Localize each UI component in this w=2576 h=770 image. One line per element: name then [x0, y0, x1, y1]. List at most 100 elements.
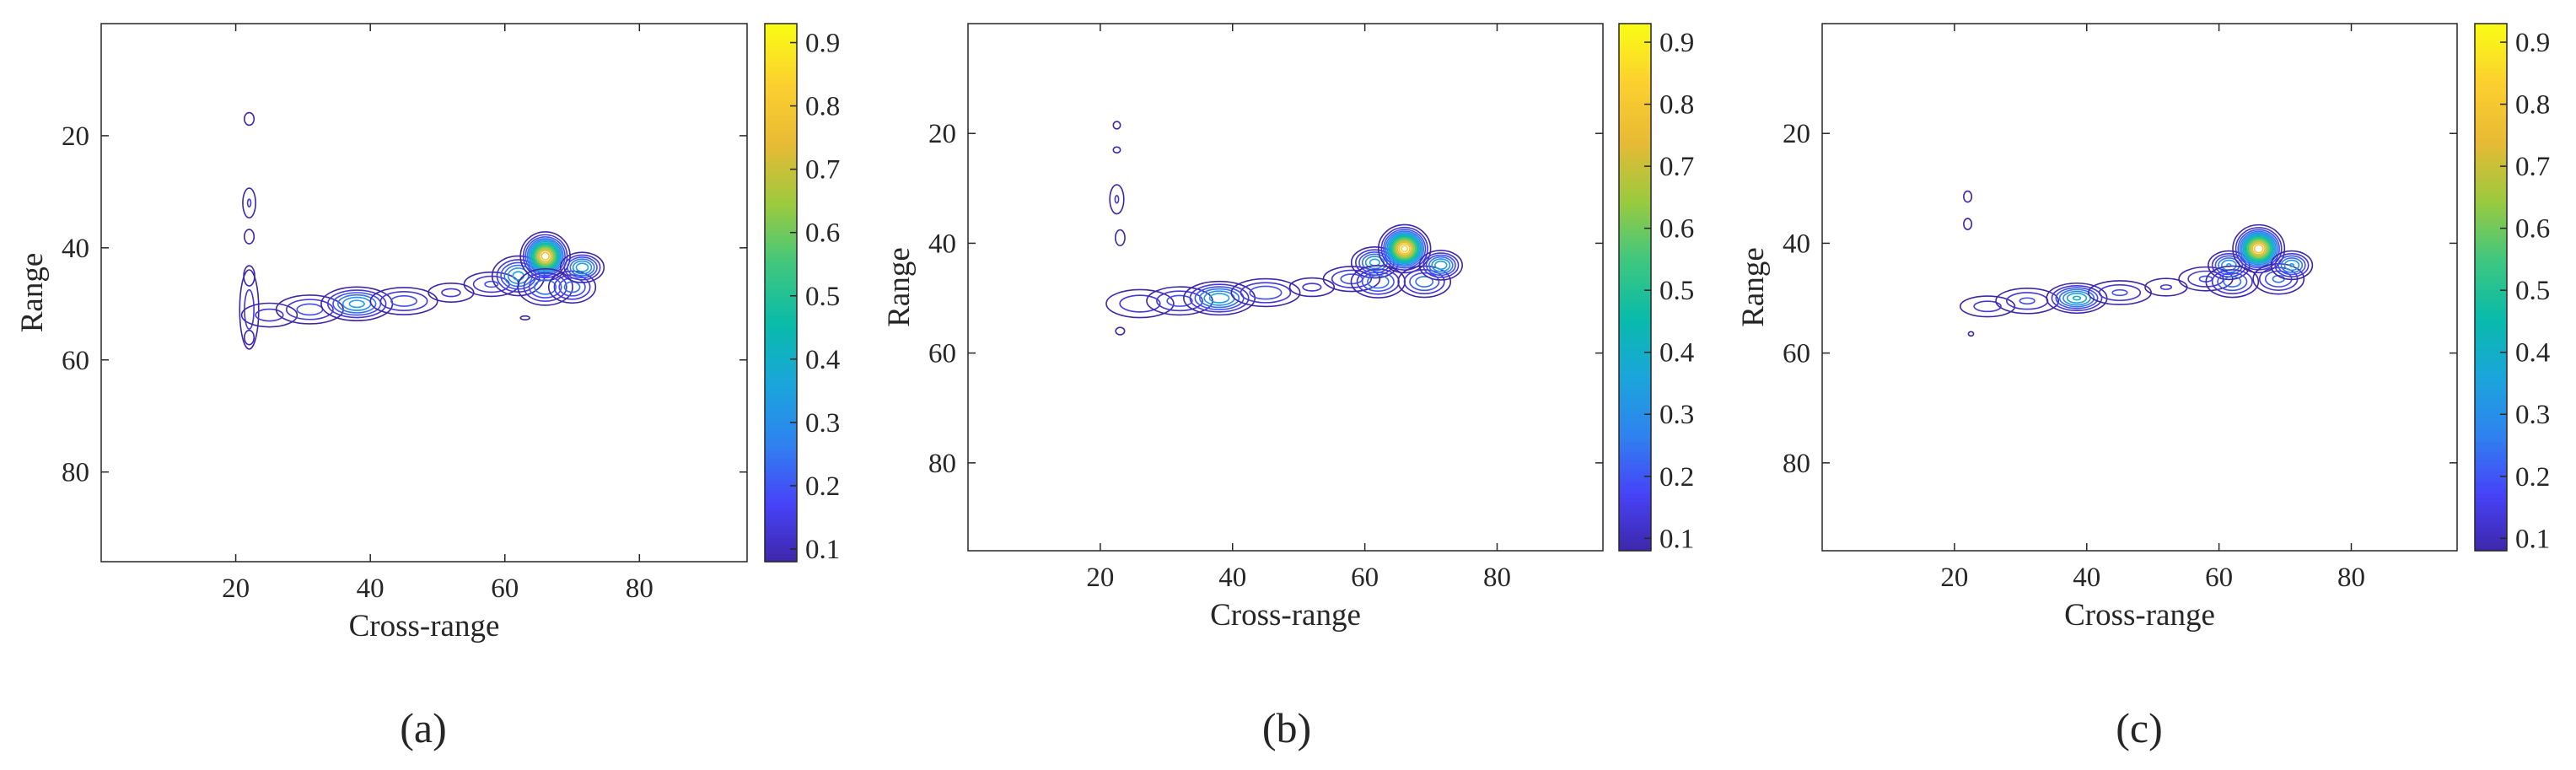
colorbar-segment	[1619, 110, 1651, 115]
contour-line	[2270, 250, 2314, 281]
colorbar-segment	[765, 388, 797, 394]
colorbar-segment	[1619, 320, 1651, 326]
colorbar-segment	[1619, 174, 1651, 179]
panel-label: (a)	[400, 704, 447, 751]
colorbar-segment	[765, 54, 797, 59]
contour-line	[348, 299, 365, 309]
colorbar-segment	[765, 335, 797, 340]
contour-line	[1995, 287, 2060, 315]
contour-line	[2237, 229, 2280, 269]
colorbar-segment	[2475, 223, 2507, 228]
colorbar-segment	[2475, 181, 2507, 186]
contour-line	[1383, 229, 1427, 269]
colorbar-segment	[1619, 287, 1651, 292]
contour-line	[2211, 269, 2253, 294]
colorbar-segment	[1619, 279, 1651, 284]
contour-line	[1385, 230, 1425, 267]
y-tick-label: 60	[1783, 339, 1810, 369]
contour-line	[1105, 288, 1175, 319]
colorbar-segment	[1619, 219, 1651, 224]
colorbar-segment	[2475, 418, 2507, 423]
x-axis-label: Cross-range	[1210, 598, 1361, 633]
contour-line	[2159, 284, 2173, 290]
contour-line	[1183, 280, 1256, 316]
colorbar-segment	[2475, 423, 2507, 428]
colorbar-segment	[765, 503, 797, 509]
contour-line	[526, 238, 564, 275]
contour-line	[530, 242, 560, 271]
contour-line	[1434, 260, 1448, 271]
colorbar-segment	[1619, 132, 1651, 137]
panel-b: 20 40 60 8020406080Cross-rangeRange0.10.20.…	[882, 23, 1694, 751]
contour-line	[534, 279, 557, 295]
contour-line	[1973, 300, 2002, 313]
contour-line	[1396, 241, 1412, 256]
colorbar-segment	[2475, 407, 2507, 412]
colorbar-segment	[1619, 441, 1651, 446]
colorbar-segment	[765, 546, 797, 551]
colorbar-segment	[765, 323, 797, 328]
colorbar-segment	[1619, 377, 1651, 382]
colorbar-segment	[765, 350, 797, 355]
colorbar-segment	[1619, 340, 1651, 345]
colorbar-segment	[1619, 151, 1651, 156]
colorbar-tick-label: 0.7	[1659, 152, 1694, 182]
colorbar-segment	[765, 331, 797, 336]
contour-line	[1156, 290, 1203, 312]
colorbar-segment	[1619, 325, 1651, 330]
colorbar-segment	[2475, 79, 2507, 85]
colorbar-segment	[765, 261, 797, 267]
colorbar-segment	[1619, 148, 1651, 153]
colorbar-segment	[1619, 351, 1651, 356]
contour-line	[2239, 230, 2278, 267]
colorbar-segment	[2475, 325, 2507, 330]
colorbar-segment	[765, 73, 797, 78]
contour-line	[2098, 283, 2142, 302]
colorbar-tick-label: 0.1	[805, 535, 840, 565]
contour-line	[2072, 295, 2082, 301]
colorbar-segment	[2475, 336, 2507, 341]
colorbar-segment	[1619, 253, 1651, 258]
contour-line	[2205, 265, 2260, 299]
y-tick-label: 80	[1783, 449, 1810, 479]
x-axis-label: Cross-range	[349, 609, 500, 643]
colorbar-segment	[1619, 347, 1651, 352]
colorbar-segment	[2475, 143, 2507, 148]
x-tick-label: 80	[626, 573, 653, 604]
colorbar-segment	[765, 396, 797, 401]
colorbar-segment	[765, 89, 797, 94]
colorbar-segment	[765, 266, 797, 271]
contour-line	[1389, 234, 1420, 263]
colorbar-segment	[765, 69, 797, 74]
contour-line	[2240, 232, 2277, 266]
x-tick-label: 40	[1218, 563, 1246, 593]
contour-line	[1249, 285, 1283, 300]
colorbar-segment	[765, 488, 797, 493]
contour-line	[1166, 294, 1193, 307]
colorbar-segment	[1619, 234, 1651, 240]
colorbar-segment	[765, 165, 797, 170]
contour-line	[1963, 218, 1973, 230]
colorbar-segment	[2475, 174, 2507, 179]
contour-line	[1112, 146, 1121, 154]
contour-line	[1391, 236, 1417, 261]
colorbar-segment	[765, 415, 797, 420]
colorbar-segment	[2475, 276, 2507, 281]
contour-line	[1401, 245, 1409, 253]
colorbar-segment	[765, 108, 797, 113]
colorbar-segment	[765, 446, 797, 451]
y-tick-label: 40	[62, 234, 89, 264]
axes-frame	[967, 23, 1604, 552]
y-tick-label: 40	[928, 229, 956, 259]
colorbar-segment	[2475, 415, 2507, 420]
contour-line	[390, 295, 417, 307]
colorbar-segment	[2475, 290, 2507, 296]
colorbar-segment	[2475, 426, 2507, 431]
contour-line	[1397, 265, 1452, 299]
colorbar-segment	[2475, 392, 2507, 397]
colorbar-segment	[765, 281, 797, 286]
contour-line	[369, 287, 438, 315]
colorbar-segment	[2475, 528, 2507, 533]
colorbar-segment	[1619, 336, 1651, 341]
colorbar-segment	[2475, 178, 2507, 183]
